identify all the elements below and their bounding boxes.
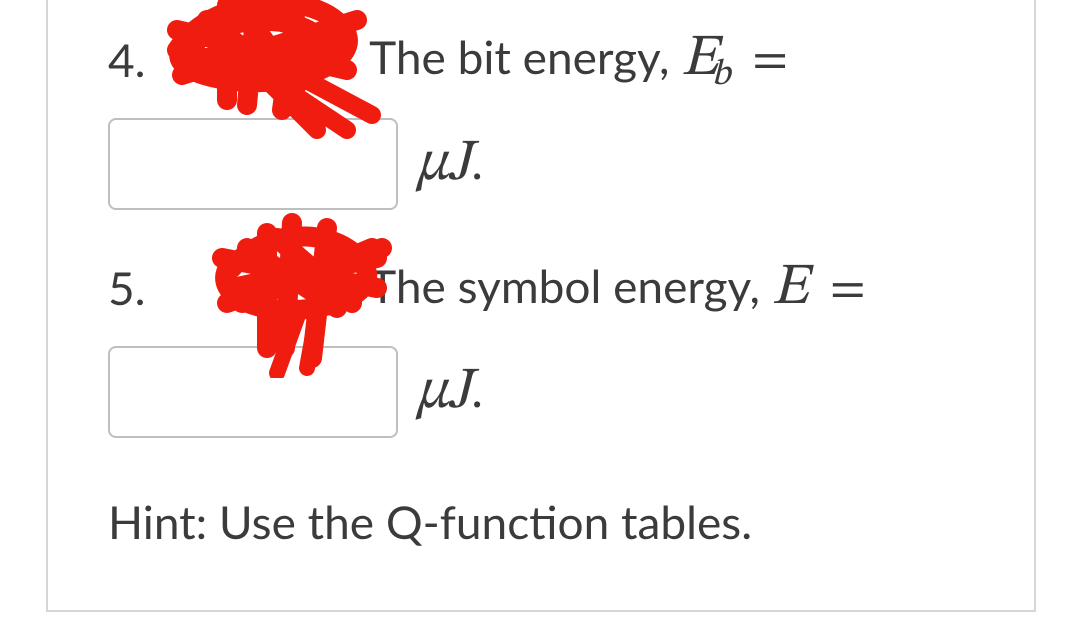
unit-mu: μ [416,135,448,193]
variable-subscript: b [712,57,731,93]
question-4: 4. The bit energy, Eb = μJ. [108,10,974,210]
prompt-prefix: The bit energy, [369,29,681,84]
question-5: 5. The symbol energy, E = μJ. [108,238,974,438]
unit-mu: μ [416,363,448,421]
unit-label: μJ. [416,353,483,431]
question-text: The symbol energy, E = [369,258,866,313]
equals-sign: = [740,36,788,86]
question-card: 4. The bit energy, Eb = μJ. 5. The s [46,0,1036,612]
question-number: 4. [108,29,146,91]
variable-E: E [772,259,808,317]
unit-period: . [471,369,483,419]
unit-label: μJ. [416,125,483,203]
question-text: The bit energy, Eb = [369,29,788,84]
prompt-prefix: The symbol energy, [369,258,772,313]
redaction-scribble [157,238,357,338]
unit-j: J [448,135,471,193]
unit-period: . [471,141,483,191]
hint-text: Hint: Use the Q-function tables. [108,494,974,549]
question-number: 5. [108,257,146,319]
equals-sign: = [818,265,866,315]
unit-j: J [448,363,471,421]
redaction-scribble [157,10,357,110]
